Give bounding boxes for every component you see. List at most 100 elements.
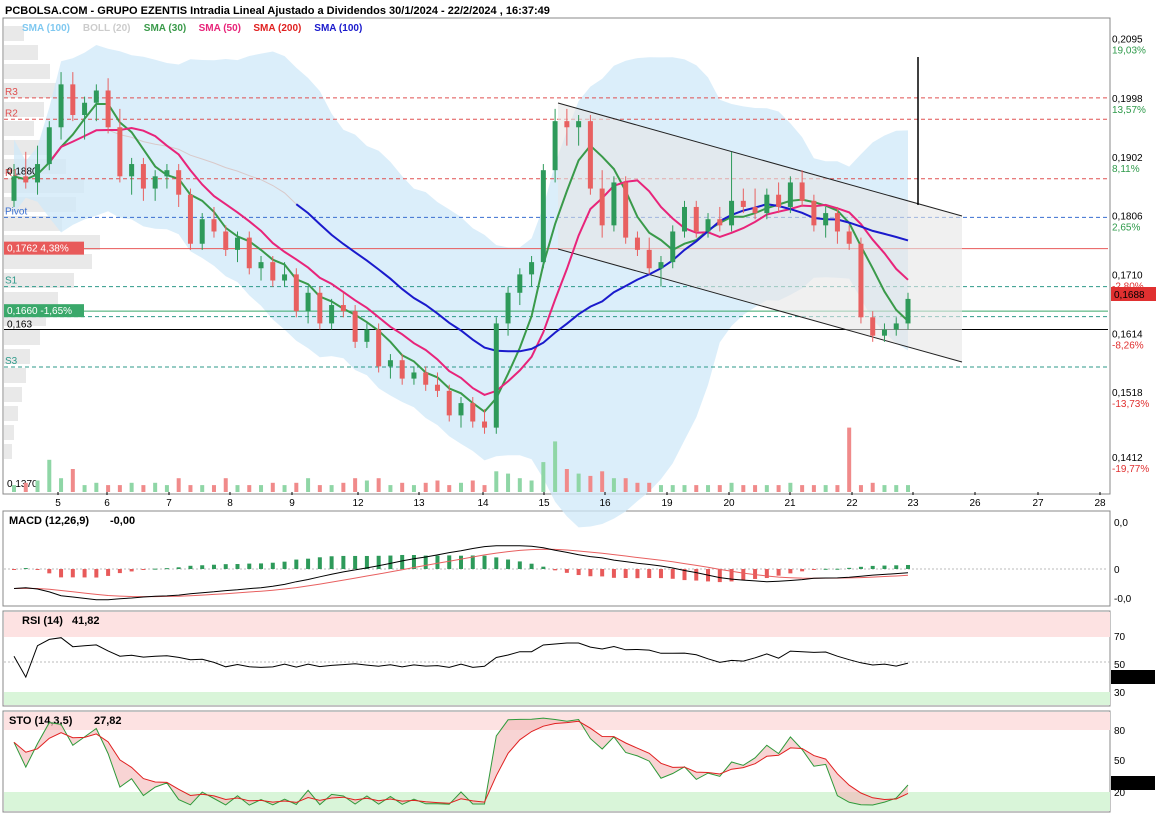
volume-bar bbox=[459, 482, 463, 492]
date-tick-label: 12 bbox=[352, 498, 364, 509]
volume-profile-bar bbox=[4, 368, 26, 383]
date-tick-label: 28 bbox=[1094, 498, 1106, 509]
volume-bar bbox=[235, 485, 240, 492]
macd-histogram-bar bbox=[364, 555, 369, 569]
volume-profile-bar bbox=[4, 273, 74, 288]
volume-bar bbox=[247, 485, 252, 492]
volume-bar bbox=[294, 482, 299, 492]
volume-bar bbox=[694, 485, 699, 492]
macd-histogram-bar bbox=[164, 568, 169, 570]
sto-last-tag bbox=[1111, 776, 1155, 790]
volume-bar bbox=[682, 485, 687, 492]
macd-histogram-bar bbox=[576, 569, 581, 576]
macd-histogram-bar bbox=[223, 564, 228, 569]
macd-histogram-bar bbox=[658, 569, 663, 579]
volume-bar bbox=[270, 482, 275, 492]
volume-bar bbox=[506, 473, 511, 492]
macd-histogram-bar bbox=[329, 556, 334, 569]
candle-body bbox=[282, 274, 288, 281]
volume-profile-bar bbox=[4, 26, 24, 41]
volume-bar bbox=[776, 485, 781, 492]
volume-bar bbox=[188, 485, 193, 492]
volume-bar bbox=[894, 485, 899, 492]
volume-bar bbox=[423, 482, 428, 492]
date-axis: 5 6 7 8 9 12 13 14 15 16 19 20 21 22 23 26 27 28 bbox=[55, 492, 1106, 509]
candle-body bbox=[576, 121, 582, 128]
macd-histogram-bar bbox=[529, 563, 534, 569]
macd-histogram-bar bbox=[564, 569, 569, 573]
macd-histogram-bar bbox=[70, 569, 75, 578]
candle-body bbox=[776, 194, 782, 207]
macd-histogram-bar bbox=[423, 555, 428, 569]
stochastic-panel: STO (14,3,5) 27,82 80 50 20 27,823 bbox=[4, 712, 1155, 811]
date-tick-label: 6 bbox=[104, 498, 110, 509]
macd-histogram-bar bbox=[376, 555, 381, 569]
candle-body bbox=[270, 262, 276, 281]
macd-histogram-bar bbox=[106, 569, 111, 576]
legend-item: BOLL (20) bbox=[83, 23, 131, 34]
volume-bar bbox=[200, 485, 205, 492]
legend-item: SMA (200) bbox=[253, 23, 301, 34]
macd-histogram-bar bbox=[600, 569, 605, 577]
volume-bar bbox=[564, 469, 569, 492]
date-tick-label: 26 bbox=[969, 498, 981, 509]
macd-histogram-bar bbox=[211, 564, 216, 569]
macd-histogram-bar bbox=[623, 569, 628, 578]
candle-body bbox=[905, 298, 911, 324]
macd-histogram-bar bbox=[588, 569, 593, 577]
tag-label: 0,163 bbox=[7, 320, 32, 331]
candle-body bbox=[505, 292, 511, 324]
volume-bar bbox=[306, 478, 311, 492]
date-tick-label: 23 bbox=[907, 498, 919, 509]
macd-histogram-bar bbox=[482, 555, 487, 569]
macd-histogram-bar bbox=[741, 569, 746, 581]
candle-body bbox=[446, 390, 452, 416]
candle-body bbox=[164, 170, 170, 177]
macd-histogram-bar bbox=[129, 569, 134, 572]
volume-bar bbox=[611, 478, 616, 492]
candle-body bbox=[152, 176, 158, 189]
candle-body bbox=[764, 194, 770, 214]
volume-bar bbox=[223, 478, 228, 492]
date-tick-label: 7 bbox=[166, 498, 172, 509]
macd-histogram-bar bbox=[270, 562, 275, 569]
macd-histogram-bar bbox=[282, 561, 287, 569]
volume-bar bbox=[529, 480, 534, 492]
macd-histogram-bar bbox=[400, 554, 405, 569]
volume-bar bbox=[47, 459, 52, 492]
sto-tick-50: 50 bbox=[1114, 756, 1126, 767]
volume-profile-bar bbox=[4, 444, 12, 459]
macd-tick-bottom: -0,0 bbox=[1114, 594, 1132, 605]
price-tick-label: 0,1806 bbox=[1112, 212, 1143, 223]
sto-last-label: 27,823 bbox=[1114, 779, 1145, 790]
volume-bar bbox=[588, 475, 593, 492]
candle-body bbox=[105, 90, 111, 128]
moving-averages bbox=[13, 103, 909, 414]
volume-profile-bar bbox=[4, 406, 18, 421]
rsi-overbought-zone bbox=[4, 612, 1110, 637]
date-tick-label: 13 bbox=[413, 498, 425, 509]
macd-panel-frame bbox=[2, 510, 1111, 607]
rsi-line bbox=[13, 637, 909, 679]
volume-profile-bar bbox=[4, 387, 22, 402]
macd-line bbox=[13, 545, 909, 601]
macd-tick-top: 0,0 bbox=[1114, 518, 1128, 529]
price-tick-pct: 2,65% bbox=[1112, 223, 1140, 234]
candle-body bbox=[811, 200, 817, 226]
macd-histogram-bar bbox=[823, 568, 828, 570]
macd-histogram-bar bbox=[753, 569, 758, 579]
macd-histogram-bar bbox=[717, 569, 722, 583]
candle-body bbox=[305, 292, 311, 312]
candle-body bbox=[587, 121, 593, 189]
macd-histogram-bar bbox=[682, 569, 687, 581]
macd-histogram-bar bbox=[117, 569, 122, 574]
macd-histogram-bar bbox=[670, 569, 675, 579]
volume-bar bbox=[141, 485, 146, 492]
volume-bar bbox=[176, 478, 181, 492]
volume-bar bbox=[23, 482, 28, 492]
candle-body bbox=[340, 305, 346, 312]
channel-lower-line bbox=[557, 248, 963, 363]
sma-30-line bbox=[13, 103, 909, 414]
candle-body bbox=[293, 274, 299, 312]
volume-profile-bar bbox=[4, 45, 38, 60]
